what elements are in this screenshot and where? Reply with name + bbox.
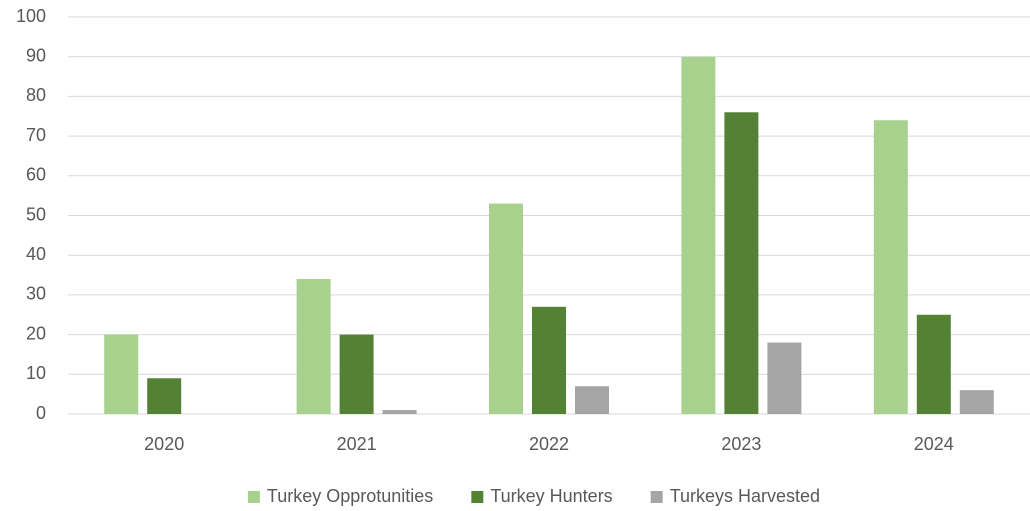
y-tick-label: 30	[26, 284, 46, 304]
bar	[339, 334, 374, 414]
legend-swatch	[650, 491, 663, 503]
y-tick-label: 10	[26, 363, 46, 383]
y-tick-label: 90	[26, 45, 46, 65]
bar	[489, 203, 523, 414]
bar	[959, 390, 994, 414]
bar	[681, 56, 716, 414]
bar	[916, 314, 951, 414]
legend-swatch	[247, 491, 260, 503]
y-tick-label: 60	[26, 165, 46, 185]
x-tick-label: 2024	[914, 434, 954, 454]
bar	[873, 120, 908, 414]
bar	[147, 378, 182, 414]
legend-label: Turkey Opprotunities	[267, 486, 433, 506]
legend-swatch	[471, 491, 484, 503]
x-tick-label: 2022	[529, 434, 569, 454]
y-tick-label: 80	[26, 85, 46, 105]
legend: Turkey Opprotunities Turkey Hunters Turkey…	[247, 486, 820, 506]
legend-label: Turkey Hunters	[490, 486, 612, 506]
bar	[767, 342, 802, 414]
bar	[575, 386, 609, 414]
y-tick-label: 50	[26, 204, 46, 224]
bar	[296, 279, 331, 414]
legend-label: Turkeys Harvested	[670, 486, 820, 506]
bar	[532, 306, 566, 414]
x-tick-label: 2023	[721, 434, 761, 454]
x-tick-label: 2021	[337, 434, 377, 454]
bar	[104, 334, 139, 414]
y-tick-label: 100	[16, 6, 46, 26]
bar	[724, 112, 759, 414]
bar	[382, 410, 417, 414]
y-tick-label: 20	[26, 323, 46, 343]
y-tick-label: 40	[26, 244, 46, 264]
y-tick-label: 70	[26, 125, 46, 145]
x-tick-label: 2020	[144, 434, 184, 454]
y-tick-label: 0	[36, 403, 46, 423]
